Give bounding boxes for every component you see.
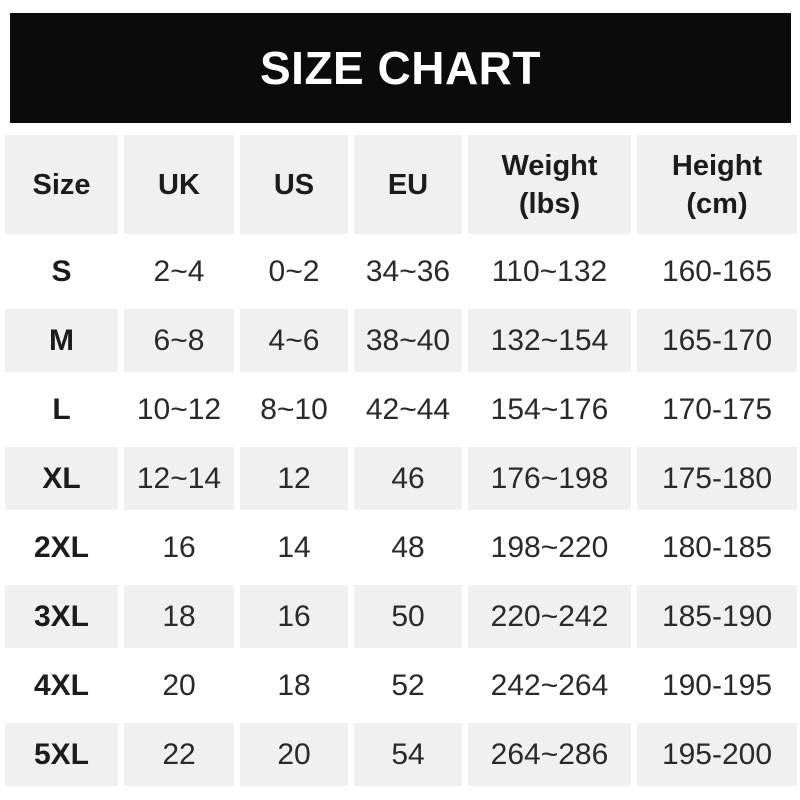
cell-height: 175-180 — [637, 447, 797, 510]
size-label: XL — [5, 447, 118, 510]
cell-weight: 154~176 — [468, 378, 631, 441]
cell-weight: 132~154 — [468, 309, 631, 372]
cell-us: 20 — [240, 723, 348, 786]
cell-uk: 12~14 — [124, 447, 234, 510]
size-chart-banner: SIZE CHART — [10, 13, 791, 123]
cell-uk: 6~8 — [124, 309, 234, 372]
size-label: 4XL — [5, 654, 118, 717]
cell-eu: 54 — [354, 723, 462, 786]
cell-eu: 50 — [354, 585, 462, 648]
column-header-eu: EU — [354, 135, 462, 234]
cell-height: 170-175 — [637, 378, 797, 441]
cell-us: 12 — [240, 447, 348, 510]
column-header-size: Size — [5, 135, 118, 234]
cell-weight: 220~242 — [468, 585, 631, 648]
cell-height: 190-195 — [637, 654, 797, 717]
cell-eu: 42~44 — [354, 378, 462, 441]
cell-weight: 198~220 — [468, 516, 631, 579]
cell-height: 195-200 — [637, 723, 797, 786]
column-header-weight: Weight (lbs) — [468, 135, 631, 234]
size-label: S — [5, 240, 118, 303]
cell-weight: 176~198 — [468, 447, 631, 510]
cell-eu: 52 — [354, 654, 462, 717]
size-label: 5XL — [5, 723, 118, 786]
column-header-height: Height (cm) — [637, 135, 797, 234]
cell-uk: 10~12 — [124, 378, 234, 441]
cell-us: 0~2 — [240, 240, 348, 303]
cell-height: 185-190 — [637, 585, 797, 648]
cell-weight: 242~264 — [468, 654, 631, 717]
cell-uk: 20 — [124, 654, 234, 717]
cell-us: 8~10 — [240, 378, 348, 441]
size-label: M — [5, 309, 118, 372]
cell-height: 180-185 — [637, 516, 797, 579]
cell-weight: 110~132 — [468, 240, 631, 303]
cell-eu: 34~36 — [354, 240, 462, 303]
cell-weight: 264~286 — [468, 723, 631, 786]
page-title: SIZE CHART — [260, 42, 541, 94]
cell-eu: 48 — [354, 516, 462, 579]
cell-uk: 2~4 — [124, 240, 234, 303]
cell-us: 16 — [240, 585, 348, 648]
size-label: L — [5, 378, 118, 441]
size-label: 3XL — [5, 585, 118, 648]
cell-us: 14 — [240, 516, 348, 579]
cell-uk: 16 — [124, 516, 234, 579]
cell-us: 4~6 — [240, 309, 348, 372]
cell-uk: 18 — [124, 585, 234, 648]
size-label: 2XL — [5, 516, 118, 579]
size-chart-table: Size UK US EU Weight (lbs) Height (cm) S… — [5, 135, 797, 786]
cell-height: 165-170 — [637, 309, 797, 372]
cell-eu: 38~40 — [354, 309, 462, 372]
cell-eu: 46 — [354, 447, 462, 510]
cell-uk: 22 — [124, 723, 234, 786]
column-header-us: US — [240, 135, 348, 234]
cell-us: 18 — [240, 654, 348, 717]
cell-height: 160-165 — [637, 240, 797, 303]
column-header-uk: UK — [124, 135, 234, 234]
